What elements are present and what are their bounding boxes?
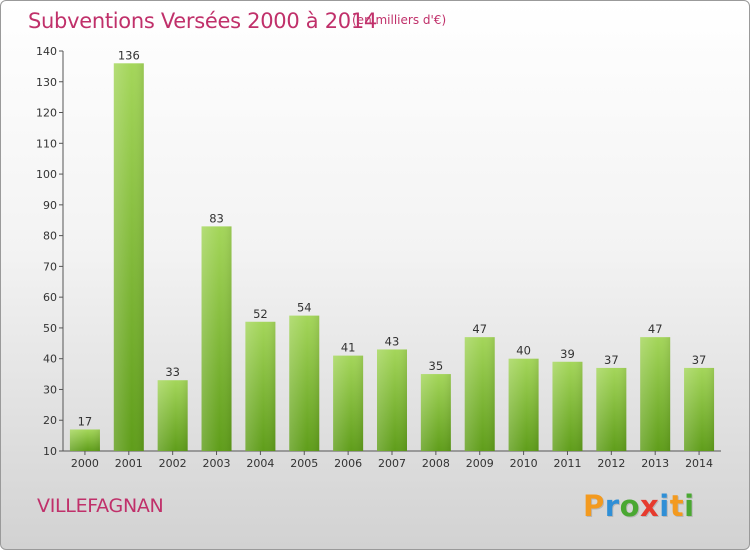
y-tick-label: 50 — [43, 322, 57, 335]
value-label-2008: 35 — [429, 359, 444, 373]
x-tick-label-2007: 2007 — [378, 457, 406, 470]
value-label-2007: 43 — [385, 334, 400, 348]
logo-letter: o — [619, 489, 641, 523]
y-tick-label: 90 — [43, 199, 57, 212]
bar-shade-2013 — [640, 337, 671, 451]
commune-name: VILLEFAGNAN — [37, 495, 164, 517]
value-label-2011: 39 — [560, 347, 575, 361]
value-label-2003: 83 — [209, 211, 224, 225]
y-tick-label: 10 — [43, 445, 57, 458]
bar-shade-2003 — [201, 226, 232, 451]
x-tick-label-2000: 2000 — [71, 457, 99, 470]
bar-shade-2006 — [333, 355, 364, 451]
value-label-2013: 47 — [648, 322, 663, 336]
x-tick-label-2009: 2009 — [466, 457, 494, 470]
logo-letter: t — [669, 489, 685, 523]
value-label-2000: 17 — [78, 414, 93, 428]
x-tick-label-2005: 2005 — [290, 457, 318, 470]
y-tick-label: 110 — [36, 137, 57, 150]
y-tick-label: 60 — [43, 291, 57, 304]
x-tick-label-2004: 2004 — [246, 457, 274, 470]
value-label-2009: 47 — [472, 322, 487, 336]
x-tick-label-2011: 2011 — [553, 457, 581, 470]
bar-shade-2010 — [508, 358, 539, 451]
y-tick-label: 100 — [36, 168, 57, 181]
y-tick-label: 140 — [36, 45, 57, 58]
bar-shade-2011 — [552, 361, 583, 451]
logo-letter: i — [659, 489, 670, 523]
chart-title: Subventions Versées 2000 à 2014 — [28, 9, 377, 33]
value-label-2004: 52 — [253, 307, 268, 321]
chart-subtitle: (en milliers d'€) — [352, 13, 447, 27]
y-tick-label: 30 — [43, 383, 57, 396]
logo-letter: P — [583, 489, 605, 523]
value-label-2002: 33 — [165, 365, 180, 379]
value-label-2005: 54 — [297, 301, 312, 315]
x-tick-label-2001: 2001 — [115, 457, 143, 470]
x-tick-label-2008: 2008 — [422, 457, 450, 470]
y-tick-label: 70 — [43, 260, 57, 273]
bar-shade-2001 — [113, 63, 144, 452]
bar-shade-2014 — [684, 367, 715, 451]
bar-shade-2005 — [289, 315, 320, 451]
y-tick-label: 80 — [43, 230, 57, 243]
value-label-2010: 40 — [516, 344, 531, 358]
value-label-2006: 41 — [341, 341, 356, 355]
value-label-2014: 37 — [692, 353, 707, 367]
bar-shade-2008 — [420, 374, 451, 451]
bar-shade-2012 — [596, 367, 627, 451]
logo-letter: r — [604, 489, 620, 523]
x-tick-label-2014: 2014 — [685, 457, 713, 470]
proxiti-logo: Proxiti — [583, 489, 695, 523]
bar-shade-2002 — [157, 380, 188, 451]
bar-shade-2004 — [245, 321, 276, 451]
value-label-2001: 136 — [118, 48, 140, 62]
logo-letter: i — [684, 489, 695, 523]
x-tick-label-2003: 2003 — [203, 457, 231, 470]
bar-shade-2009 — [464, 337, 495, 451]
x-tick-label-2006: 2006 — [334, 457, 362, 470]
bar-shade-2000 — [69, 429, 100, 451]
y-tick-label: 130 — [36, 76, 57, 89]
x-tick-label-2012: 2012 — [597, 457, 625, 470]
x-tick-label-2013: 2013 — [641, 457, 669, 470]
y-tick-label: 40 — [43, 353, 57, 366]
y-tick-label: 120 — [36, 107, 57, 120]
x-tick-label-2010: 2010 — [510, 457, 538, 470]
x-tick-label-2002: 2002 — [159, 457, 187, 470]
value-label-2012: 37 — [604, 353, 619, 367]
y-tick-label: 20 — [43, 414, 57, 427]
logo-letter: x — [640, 489, 660, 523]
bar-shade-2007 — [377, 349, 407, 451]
